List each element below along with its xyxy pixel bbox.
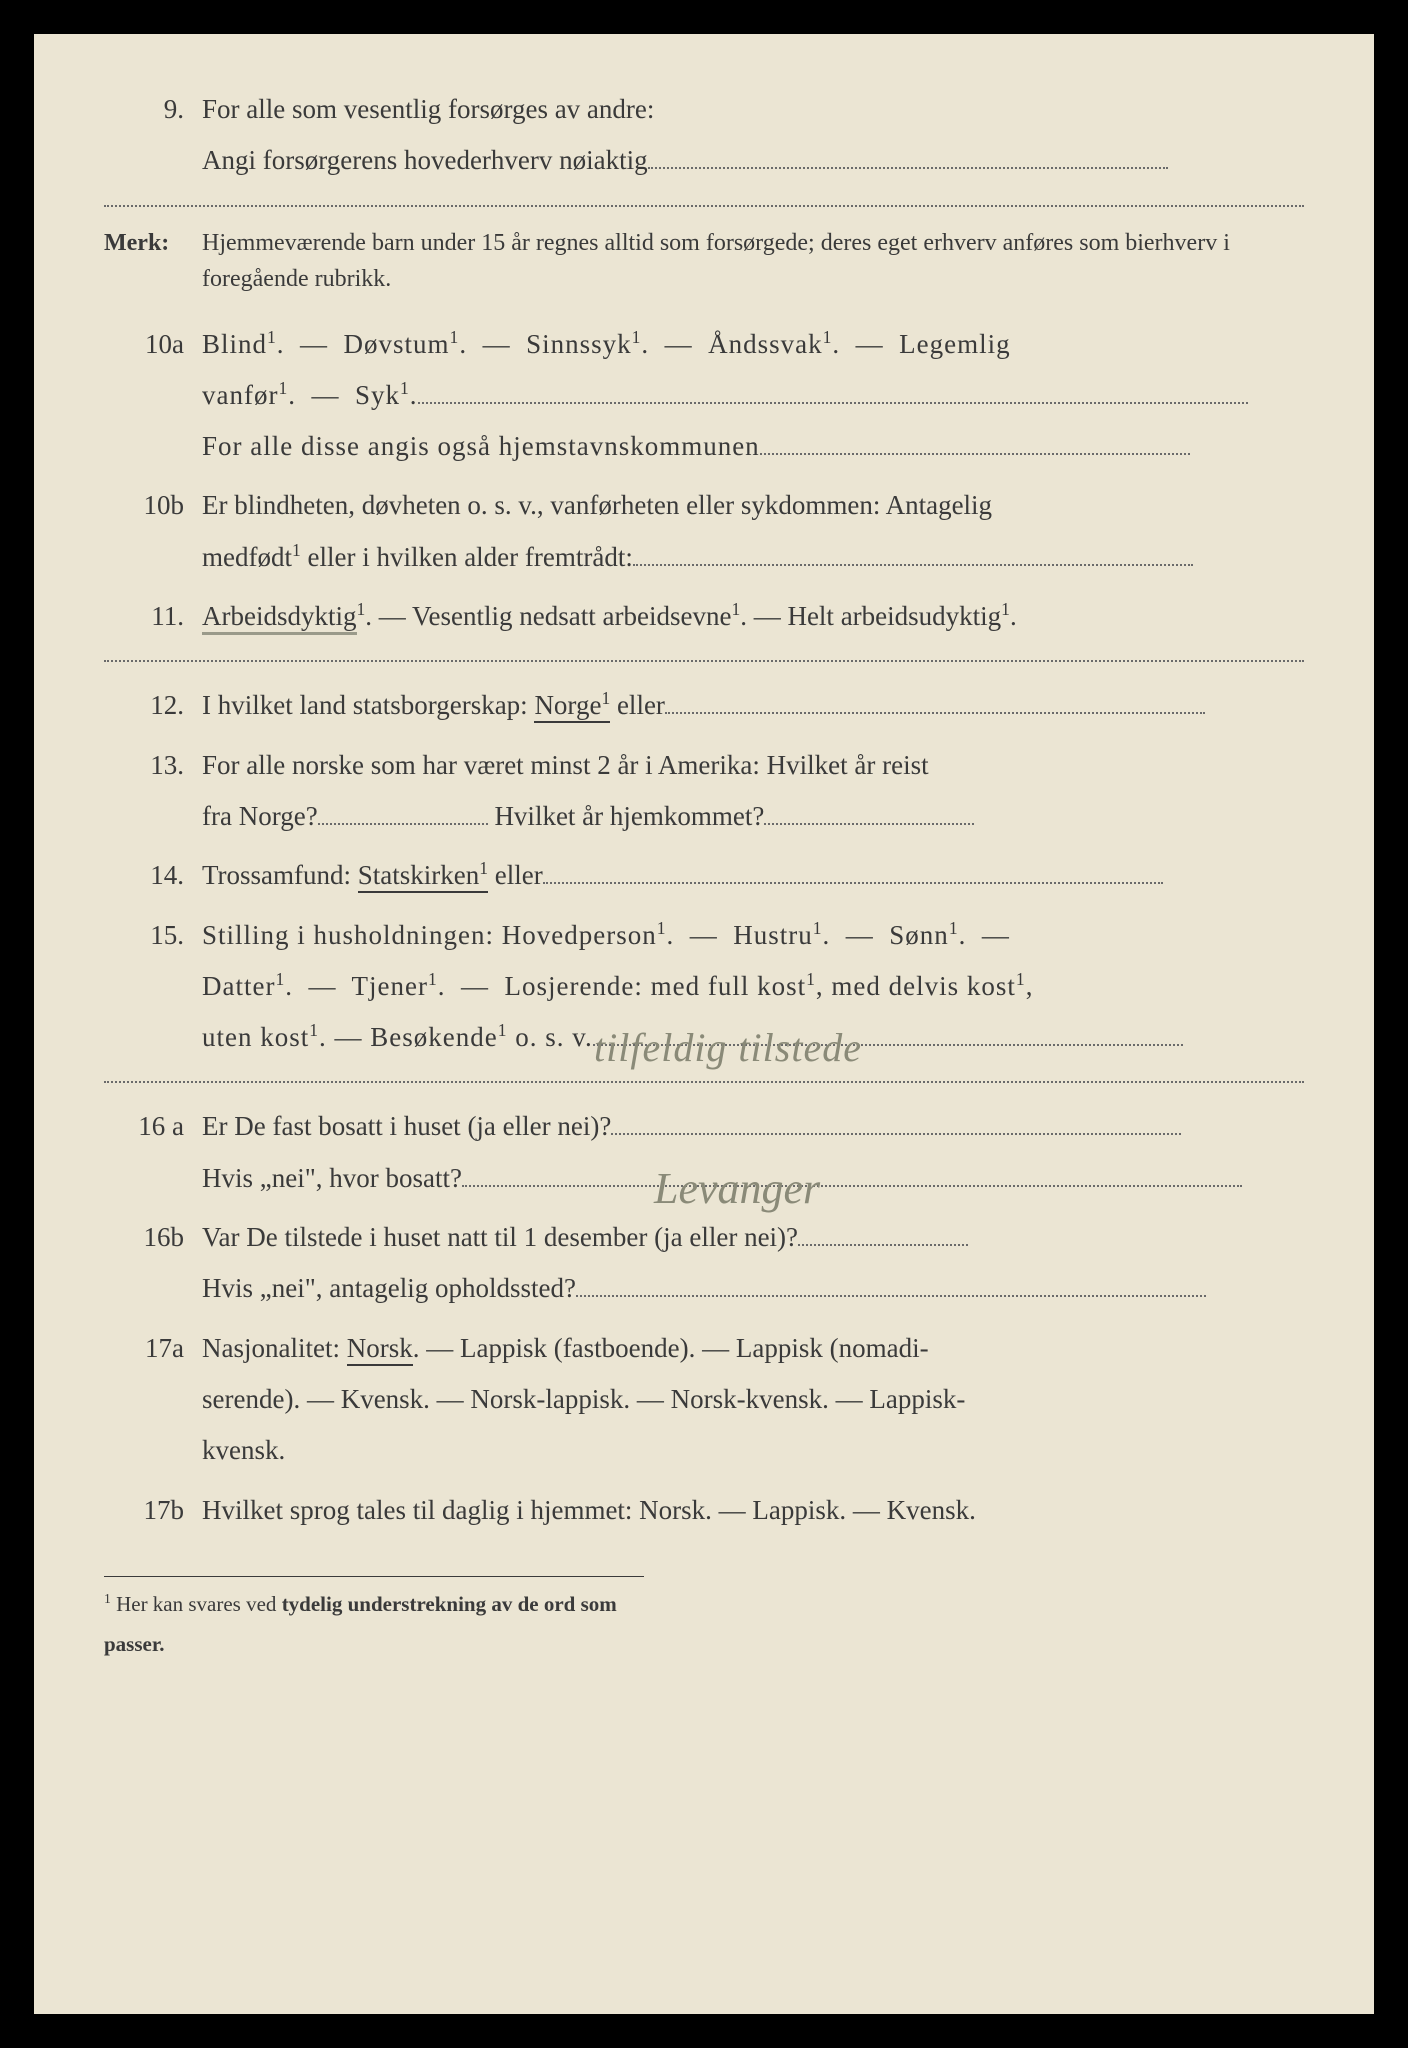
blank (633, 564, 1193, 566)
blank (798, 1244, 968, 1246)
q13-content: For alle norske som har været minst 2 år… (202, 740, 1304, 843)
q9-blank (648, 167, 1168, 169)
merk-label: Merk: (104, 225, 202, 297)
q10a-number: 10a (104, 319, 202, 473)
q9-number: 9. (104, 84, 202, 187)
q9-line1: For alle som vesentlig forsørges av andr… (202, 84, 1304, 135)
q17a-line2: serende). — Kvensk. — Norsk-lappisk. — N… (202, 1374, 1304, 1425)
q17a-line3: kvensk. (202, 1425, 1304, 1476)
q13-number: 13. (104, 740, 202, 843)
q15-line1: Stilling i husholdningen: Hovedperson1. … (202, 910, 1304, 961)
blank (318, 823, 488, 825)
q17a-line1: Nasjonalitet: Norsk. — Lappisk (fastboen… (202, 1323, 1304, 1374)
blank (760, 453, 1190, 455)
q14-content: Trossamfund: Statskirken1 eller (202, 850, 1304, 901)
question-17a: 17a Nasjonalitet: Norsk. — Lappisk (fast… (104, 1323, 1304, 1477)
question-9: 9. For alle som vesentlig forsørges av a… (104, 84, 1304, 187)
question-15: 15. Stilling i husholdningen: Hovedperso… (104, 910, 1304, 1064)
question-16a: 16 a Er De fast bosatt i huset (ja eller… (104, 1101, 1304, 1204)
blank (764, 823, 974, 825)
q13-line2: fra Norge? Hvilket år hjemkommet? (202, 791, 1304, 842)
question-13: 13. For alle norske som har været minst … (104, 740, 1304, 843)
question-12: 12. I hvilket land statsborgerskap: Norg… (104, 680, 1304, 731)
blank (418, 402, 1248, 404)
q17a-number: 17a (104, 1323, 202, 1477)
blank (576, 1295, 1206, 1297)
q15-line2: Datter1. — Tjener1. — Losjerende: med fu… (202, 961, 1304, 1012)
q10b-number: 10b (104, 480, 202, 583)
merk-note: Merk: Hjemmeværende barn under 15 år reg… (104, 225, 1304, 297)
q16a-handwritten: Levanger (654, 1147, 820, 1231)
q16a-number: 16 a (104, 1101, 202, 1204)
q13-line1: For alle norske som har været minst 2 år… (202, 740, 1304, 791)
blank (611, 1133, 1181, 1135)
question-14: 14. Trossamfund: Statskirken1 eller (104, 850, 1304, 901)
q12-number: 12. (104, 680, 202, 731)
q9-line2: Angi forsørgerens hovederhverv nøiaktig (202, 135, 1304, 186)
question-10b: 10b Er blindheten, døvheten o. s. v., va… (104, 480, 1304, 583)
q11-number: 11. (104, 591, 202, 642)
divider (104, 660, 1304, 662)
q16a-line1: Er De fast bosatt i huset (ja eller nei)… (202, 1101, 1304, 1152)
document-page: 9. For alle som vesentlig forsørges av a… (34, 34, 1374, 2014)
divider (104, 205, 1304, 207)
blank (462, 1185, 1242, 1187)
q9-content: For alle som vesentlig forsørges av andr… (202, 84, 1304, 187)
q10b-content: Er blindheten, døvheten o. s. v., vanfør… (202, 480, 1304, 583)
question-10a: 10a Blind1. — Døvstum1. — Sinnssyk1. — Å… (104, 319, 1304, 473)
q10b-line1: Er blindheten, døvheten o. s. v., vanfør… (202, 480, 1304, 531)
question-11: 11. Arbeidsdyktig1. — Vesentlig nedsatt … (104, 591, 1304, 642)
q17b-content: Hvilket sprog tales til daglig i hjemmet… (202, 1485, 1304, 1536)
q10a-line1: Blind1. — Døvstum1. — Sinnssyk1. — Åndss… (202, 319, 1304, 370)
q14-number: 14. (104, 850, 202, 901)
q17a-content: Nasjonalitet: Norsk. — Lappisk (fastboen… (202, 1323, 1304, 1477)
q15-handwritten: tilfeldig tilstede (594, 1010, 862, 1086)
q12-content: I hvilket land statsborgerskap: Norge1 e… (202, 680, 1304, 731)
q15-content: Stilling i husholdningen: Hovedperson1. … (202, 910, 1304, 1064)
footnote: 1 Her kan svares ved tydelig understrekn… (104, 1576, 644, 1665)
merk-text: Hjemmeværende barn under 15 år regnes al… (202, 225, 1304, 297)
q10a-line3: For alle disse angis også hjemstavnskomm… (202, 421, 1304, 472)
q10a-content: Blind1. — Døvstum1. — Sinnssyk1. — Åndss… (202, 319, 1304, 473)
q11-content: Arbeidsdyktig1. — Vesentlig nedsatt arbe… (202, 591, 1304, 642)
blank (665, 712, 1205, 714)
q15-number: 15. (104, 910, 202, 1064)
question-17b: 17b Hvilket sprog tales til daglig i hje… (104, 1485, 1304, 1536)
blank (543, 882, 1163, 884)
q10a-line2: vanfør1. — Syk1. (202, 370, 1304, 421)
q10b-line2: medfødt1 eller i hvilken alder fremtrådt… (202, 532, 1304, 583)
q16b-number: 16b (104, 1212, 202, 1315)
q16b-line2: Hvis „nei", antagelig opholdssted? (202, 1263, 1304, 1314)
q17b-number: 17b (104, 1485, 202, 1536)
q16a-content: Er De fast bosatt i huset (ja eller nei)… (202, 1101, 1304, 1204)
